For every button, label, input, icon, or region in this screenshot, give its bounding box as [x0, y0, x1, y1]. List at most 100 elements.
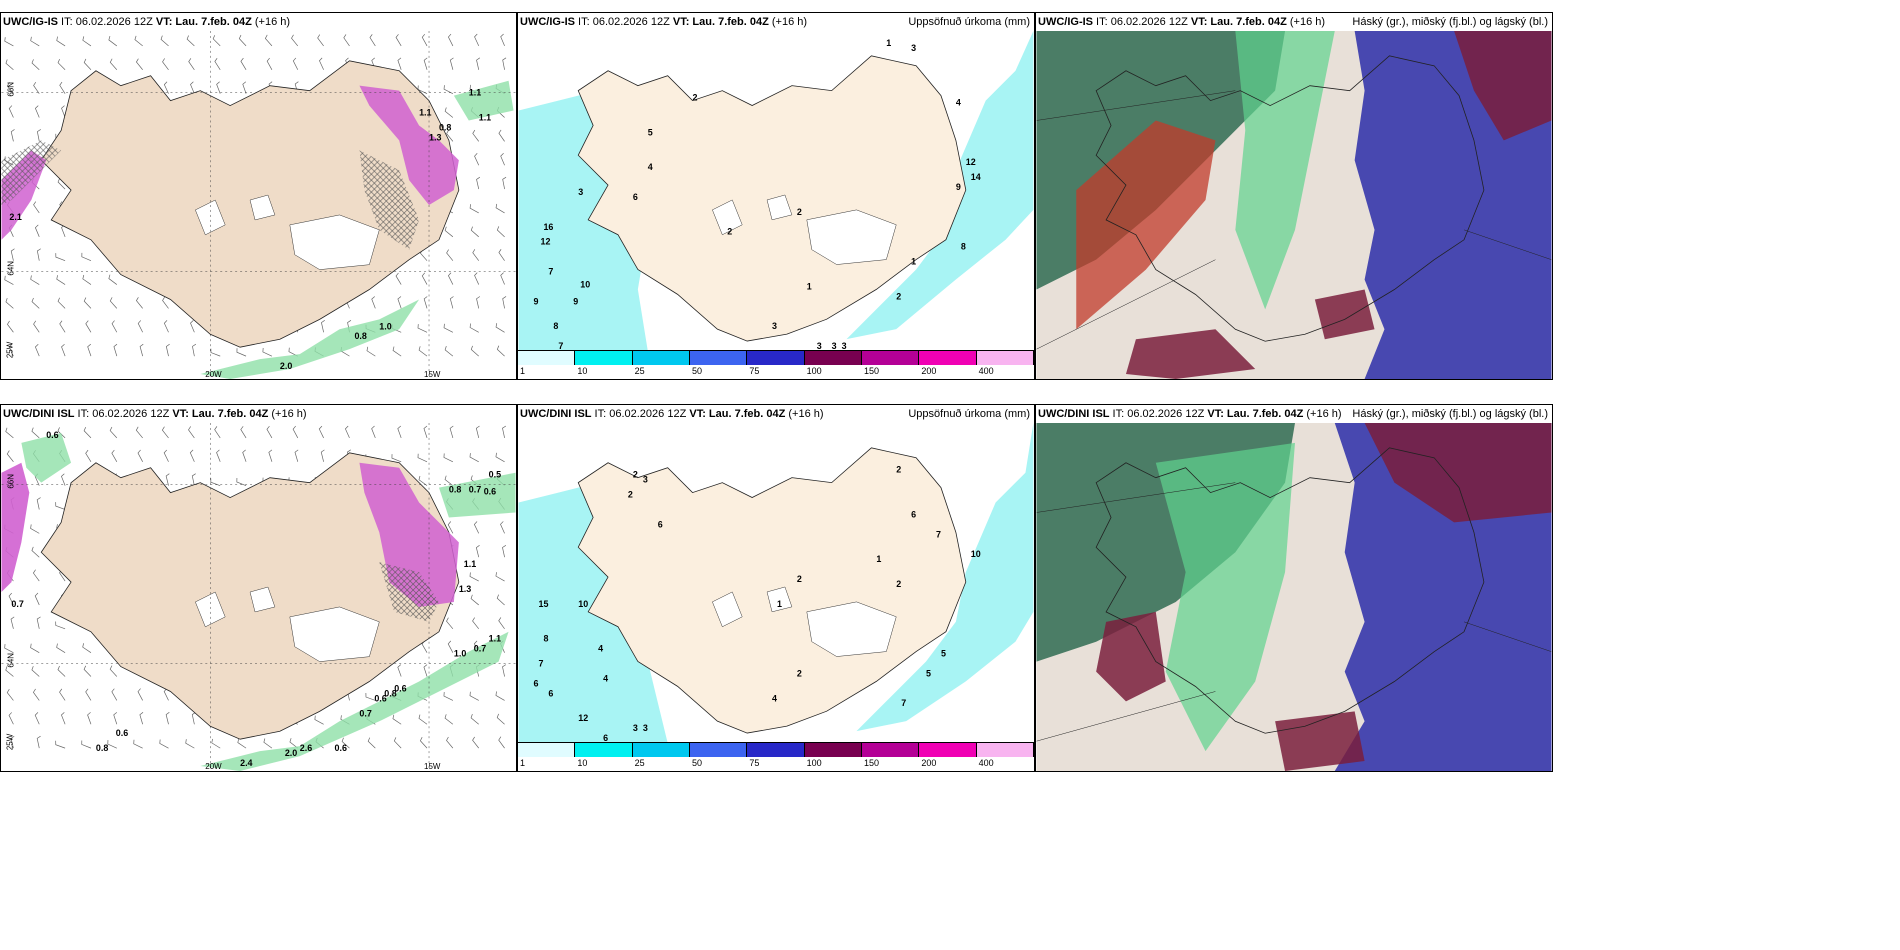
wind-barb-icon: [159, 739, 169, 749]
panel-right-title: Uppsöfnuð úrkoma (mm): [908, 16, 1030, 28]
colorbar-swatch: [690, 743, 748, 757]
map-svg: [1036, 423, 1552, 771]
wind-barb-icon: [321, 320, 325, 333]
wind-barb-icon: [344, 425, 350, 439]
value-label: 3: [772, 321, 777, 331]
value-label: 0.7: [469, 485, 481, 495]
value-labels: 2251612710998710643211341412981233331: [534, 38, 981, 351]
colorbar-swatch: [518, 351, 576, 365]
wind-barb-icon: [135, 426, 143, 439]
map-panel-dini-wind[interactable]: UWC/DINI ISL IT: 06.02.2026 12Z VT: Lau.…: [0, 404, 517, 772]
wind-barb-icon: [210, 348, 221, 357]
value-label: 16: [543, 222, 553, 232]
wind-barb-icon: [8, 343, 14, 357]
wind-barb-icon: [502, 545, 507, 558]
wind-barb-icon: [30, 275, 40, 285]
wind-barb-icon: [371, 296, 376, 309]
wind-barb-icon: [449, 425, 454, 439]
wind-barb-icon: [186, 35, 195, 47]
wind-barb-icon: [472, 617, 480, 630]
wind-barb-icon: [367, 737, 376, 749]
value-label: 4: [772, 693, 777, 703]
wind-barb-icon: [109, 665, 118, 677]
wind-barb-icon: [36, 497, 41, 510]
wind-barb-icon: [57, 178, 66, 190]
wind-barb-icon: [5, 298, 14, 309]
wind-barb-icon: [498, 129, 505, 142]
grid-line: [1036, 482, 1236, 513]
wind-barb-icon: [133, 739, 143, 749]
wind-barb-icon: [109, 297, 118, 309]
panel-title: UWC/IG-IS IT: 06.02.2026 12Z VT: Lau. 7.…: [520, 16, 808, 28]
wind-barb-icon: [33, 82, 40, 94]
map-svg: 2251612710998710643211341412981233331: [518, 31, 1034, 351]
wind-barb-icon: [498, 249, 505, 261]
wind-barb-icon: [395, 272, 402, 285]
wind-barb-icon: [238, 34, 247, 47]
value-label: 10: [580, 279, 590, 289]
wind-barb-icon: [417, 453, 428, 463]
wind-barb-icon: [236, 477, 247, 486]
colorbar-swatch: [976, 351, 1034, 365]
value-label: 14: [971, 172, 981, 182]
value-label: 0.8: [449, 485, 461, 495]
panel-title: UWC/DINI ISL IT: 06.02.2026 12Z VT: Lau.…: [520, 408, 824, 420]
wind-barb-icon: [4, 37, 14, 47]
precip-area: [846, 31, 1034, 340]
panel-right-title: Háský (gr.), miðský (fj.bl.) og lágský (…: [1352, 408, 1548, 420]
wind-barb-icon: [469, 323, 479, 333]
map-svg: [1036, 31, 1552, 379]
value-label: 7: [558, 341, 563, 351]
wind-barb-icon: [83, 427, 92, 439]
glacier: [195, 199, 226, 236]
map-panel-ig-clouds[interactable]: UWC/IG-IS IT: 06.02.2026 12Z VT: Lau. 7.…: [1035, 12, 1553, 380]
grid-line: [1463, 621, 1552, 652]
value-label: 3: [832, 341, 837, 351]
map-panel-dini-precip[interactable]: UWC/DINI ISL IT: 06.02.2026 12Z VT: Lau.…: [517, 404, 1035, 772]
wind-barb-icon: [397, 425, 402, 439]
wind-barb-icon: [469, 572, 479, 582]
wind-barb-icon: [397, 664, 402, 677]
value-label: 1: [911, 257, 916, 267]
wind-barb-icon: [443, 692, 454, 701]
wind-barb-icon: [423, 296, 428, 309]
wind-barb-icon: [36, 129, 41, 142]
iceland-outline: [1095, 55, 1485, 342]
wind-barb-icon: [495, 452, 505, 463]
wind-barb-icon: [266, 425, 273, 439]
mid-cloud: [1076, 120, 1216, 330]
map-panel-ig-wind[interactable]: UWC/IG-IS IT: 06.02.2026 12Z VT: Lau. 7.…: [0, 12, 517, 380]
wind-barb-icon: [30, 524, 40, 534]
wind-barb-icon: [320, 449, 325, 462]
map-panel-dini-clouds[interactable]: UWC/DINI ISL IT: 06.02.2026 12Z VT: Lau.…: [1035, 404, 1553, 772]
wind-barb-icon: [212, 35, 221, 47]
colorbar-swatch: [804, 743, 862, 757]
low-cloud-maroon: [1125, 329, 1256, 379]
value-label: 0.6: [116, 728, 128, 738]
value-label: 0.5: [489, 470, 501, 480]
wind-barb-icon: [444, 345, 454, 357]
wind-barb-icon: [85, 449, 92, 462]
map-plot: 2 3 2 6 15 10 8 7 6 6 4 4 12 6 3 3 4 2 1 2 7 5 5 10 7 6 2 1 2: [518, 423, 1034, 743]
value-label: 0.8: [96, 743, 108, 753]
wind-barb-icon: [10, 616, 15, 629]
wind-barb-icon: [397, 296, 402, 309]
map-panel-ig-precip[interactable]: UWC/IG-IS IT: 06.02.2026 12Z VT: Lau. 7.…: [517, 12, 1035, 380]
wind-barb-icon: [55, 502, 66, 510]
value-label: 2: [797, 668, 802, 678]
wind-barb-icon: [165, 343, 170, 357]
colorbar-tick: 10: [577, 366, 588, 376]
wind-barb-icon: [6, 688, 14, 701]
value-label: 10: [971, 549, 981, 559]
wind-barb-icon: [502, 296, 507, 309]
colorbar-tick: 150: [863, 758, 880, 768]
colorbar-swatch: [862, 743, 920, 757]
wind-barb-icon: [473, 521, 480, 534]
colorbar-swatch: [919, 743, 977, 757]
value-label: 6: [603, 733, 608, 743]
colorbar-tick: 400: [978, 758, 994, 768]
glacier: [766, 586, 793, 613]
colorbar-swatch: [747, 351, 805, 365]
value-label: 4: [648, 162, 653, 172]
